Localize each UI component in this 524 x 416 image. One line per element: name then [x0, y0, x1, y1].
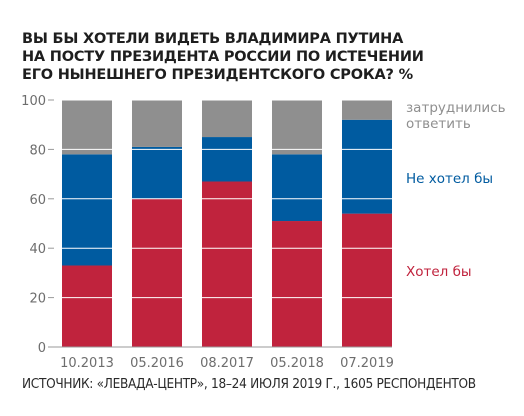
bar-segment-want-05.2018	[272, 221, 322, 347]
bar-segment-want-10.2013	[62, 265, 112, 347]
x-tick-label: 10.2013	[60, 356, 114, 371]
gridlines-layer	[48, 99, 392, 348]
bar-segment-not_want-07.2019	[342, 119, 392, 214]
y-tick-label: 0	[38, 341, 46, 356]
chart-title-line: НА ПОСТУ ПРЕЗИДЕНТА РОССИИ ПО ИСТЕЧЕНИИ	[22, 49, 424, 65]
x-axis-ticks: 10.2013 05.2016 08.2017 05.2018 07.2019	[60, 356, 394, 371]
bar-segment-not_want-08.2017	[202, 137, 252, 182]
legend-label-undecided: затруднились ответить	[406, 100, 506, 132]
bar-segment-want-07.2019	[342, 213, 392, 347]
bar-segment-not_want-10.2013	[62, 154, 112, 266]
chart-title-line: ЕГО НЫНЕШНЕГО ПРЕЗИДЕНТСКОГО СРОКА? %	[22, 67, 413, 83]
bar-segment-undecided-05.2016	[132, 100, 182, 147]
x-tick-label: 08.2017	[200, 356, 254, 371]
legend-label-not_want: Не хотел бы	[406, 171, 493, 187]
bar-segment-undecided-05.2018	[272, 100, 322, 155]
bars-layer	[62, 100, 392, 347]
y-axis-ticks: 0 20 40 60 80 100	[21, 94, 54, 356]
legend-label-want: Хотел бы	[406, 264, 472, 280]
chart-title-line: ВЫ БЫ ХОТЕЛИ ВИДЕТЬ ВЛАДИМИРА ПУТИНА	[22, 31, 404, 47]
bar-segment-want-08.2017	[202, 181, 252, 347]
bar-segment-undecided-07.2019	[342, 100, 392, 120]
bar-segment-not_want-05.2018	[272, 154, 322, 222]
bar-segment-not_want-05.2016	[132, 146, 182, 199]
y-tick-label: 80	[29, 143, 46, 158]
y-tick-label: 100	[21, 94, 46, 109]
y-tick-label: 60	[29, 193, 46, 208]
legend: затруднились ответить Не хотел бы Хотел бы	[406, 100, 506, 280]
x-tick-label: 07.2019	[340, 356, 394, 371]
y-tick-label: 40	[29, 242, 46, 257]
x-tick-label: 05.2016	[130, 356, 184, 371]
bar-segment-undecided-08.2017	[202, 100, 252, 138]
bar-segment-undecided-10.2013	[62, 100, 112, 155]
x-tick-label: 05.2018	[270, 356, 324, 371]
source-note: ИСТОЧНИК: «ЛЕВАДА-ЦЕНТР», 18–24 ИЮЛЯ 201…	[22, 376, 476, 392]
y-tick-label: 20	[29, 292, 46, 307]
chart-title: ВЫ БЫ ХОТЕЛИ ВИДЕТЬ ВЛАДИМИРА ПУТИНА НА …	[22, 30, 424, 84]
bar-segment-want-05.2016	[132, 198, 182, 347]
